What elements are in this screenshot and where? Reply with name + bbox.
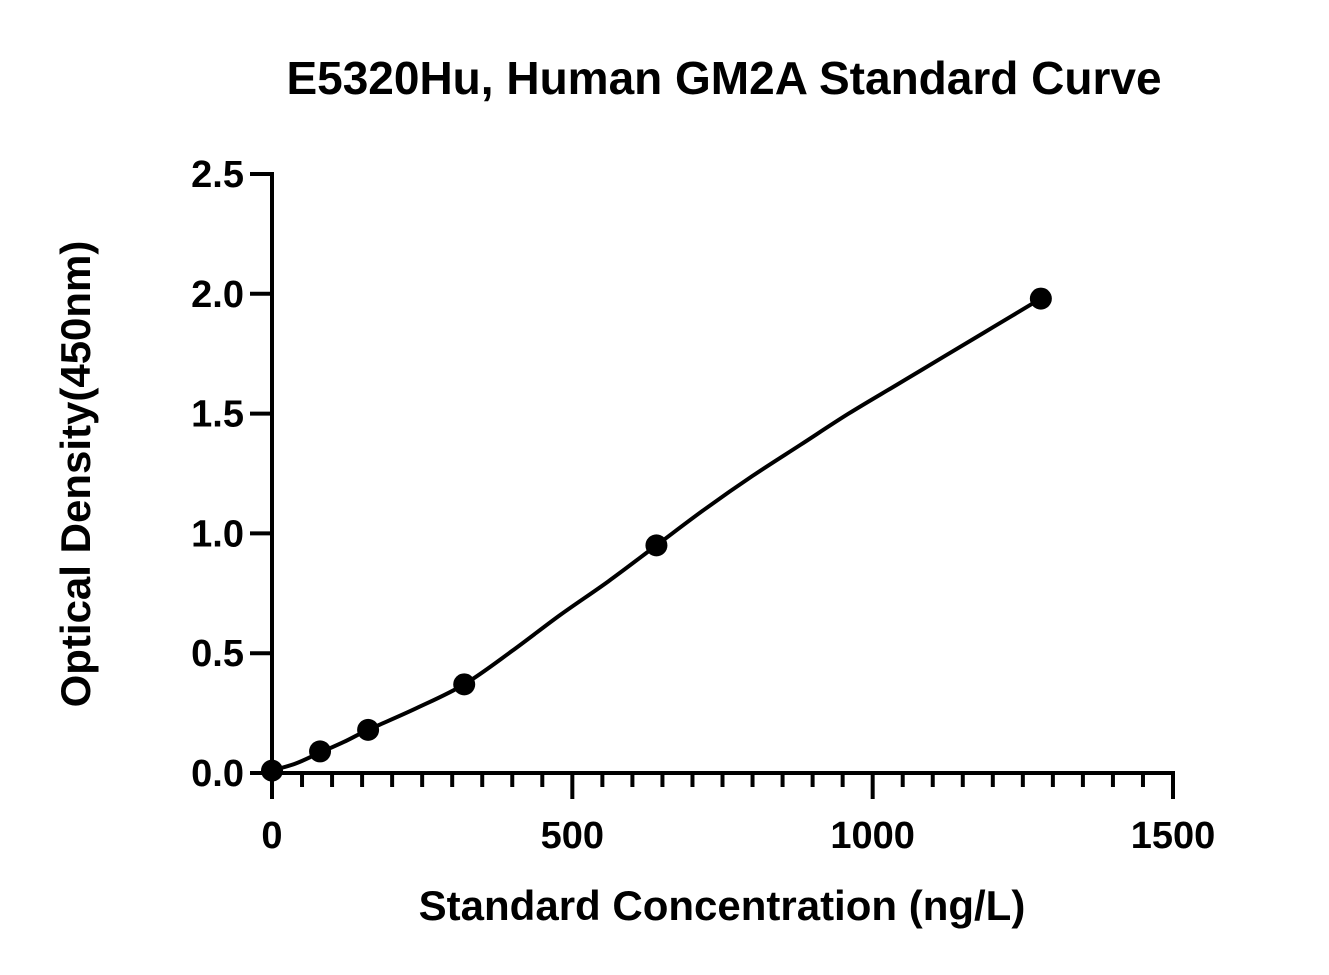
y-tick-label: 2.0 — [191, 274, 244, 316]
chart-title: E5320Hu, Human GM2A Standard Curve — [286, 52, 1161, 104]
x-tick-label: 500 — [541, 815, 604, 857]
axes — [270, 172, 1175, 775]
data-points — [261, 287, 1052, 782]
y-tick-label: 1.0 — [191, 513, 244, 555]
x-axis-label: Standard Concentration (ng/L) — [419, 882, 1026, 929]
axis-ticks — [250, 172, 1175, 799]
y-tick-label: 0.5 — [191, 633, 244, 675]
x-tick-label: 0 — [261, 815, 282, 857]
x-tick-label: 1500 — [1131, 815, 1216, 857]
data-point — [453, 673, 476, 696]
fit-curve-group — [271, 296, 1042, 773]
fit-curve — [271, 296, 1042, 773]
data-point — [309, 740, 332, 763]
y-axis-label: Optical Density(450nm) — [52, 241, 99, 708]
y-tick-label: 0.0 — [191, 753, 244, 795]
x-tick-label: 1000 — [830, 815, 915, 857]
y-tick-label: 1.5 — [191, 394, 244, 436]
data-point — [261, 759, 283, 782]
data-point — [357, 718, 380, 741]
axis-tick-labels: 0.0 0.5 1.0 1.5 2.0 2.5 0 500 1000 1500 — [191, 154, 1215, 857]
data-point — [1029, 287, 1052, 310]
y-tick-label: 2.5 — [191, 154, 244, 196]
data-point — [645, 534, 668, 557]
